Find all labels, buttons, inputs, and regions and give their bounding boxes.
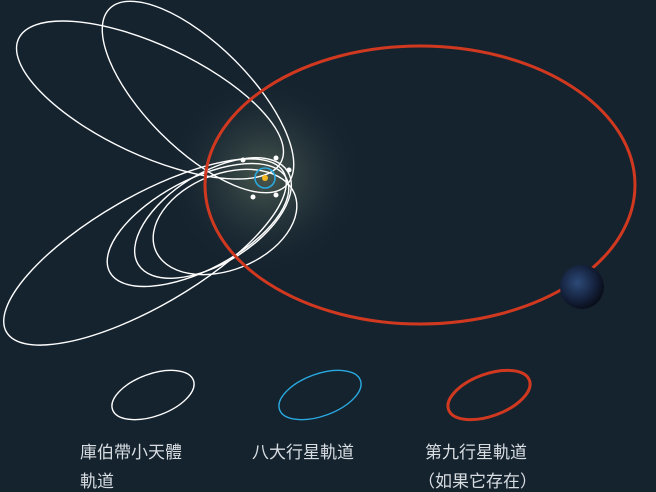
planet-nine-orbit: [203, 44, 637, 326]
kuiper-object: [286, 167, 292, 173]
legend-label: 八大行星軌道: [252, 443, 354, 463]
kuiper-object: [273, 192, 279, 198]
legend-label: 軌道: [80, 472, 114, 492]
legend-swatch-planet-nine: [446, 368, 532, 422]
kuiper-objects: [240, 155, 292, 200]
kuiper-orbit: [106, 162, 290, 288]
planet-orbits: [254, 167, 276, 189]
legend-swatch-planets: [278, 369, 362, 421]
kuiper-orbit: [15, 20, 285, 180]
kuiper-orbit: [3, 158, 287, 346]
kuiper-object: [240, 157, 246, 163]
legend-label: （如果它存在）: [418, 472, 537, 492]
kuiper-orbit: [152, 168, 298, 276]
legend-label: 第九行星軌道: [425, 443, 527, 463]
legend-swatch-kuiper: [111, 369, 195, 421]
legend-label: 庫伯帶小天體: [80, 443, 182, 463]
kuiper-object: [250, 194, 256, 200]
planet-nine: [560, 265, 604, 309]
kuiper-object: [273, 155, 279, 161]
sun: [262, 175, 268, 181]
